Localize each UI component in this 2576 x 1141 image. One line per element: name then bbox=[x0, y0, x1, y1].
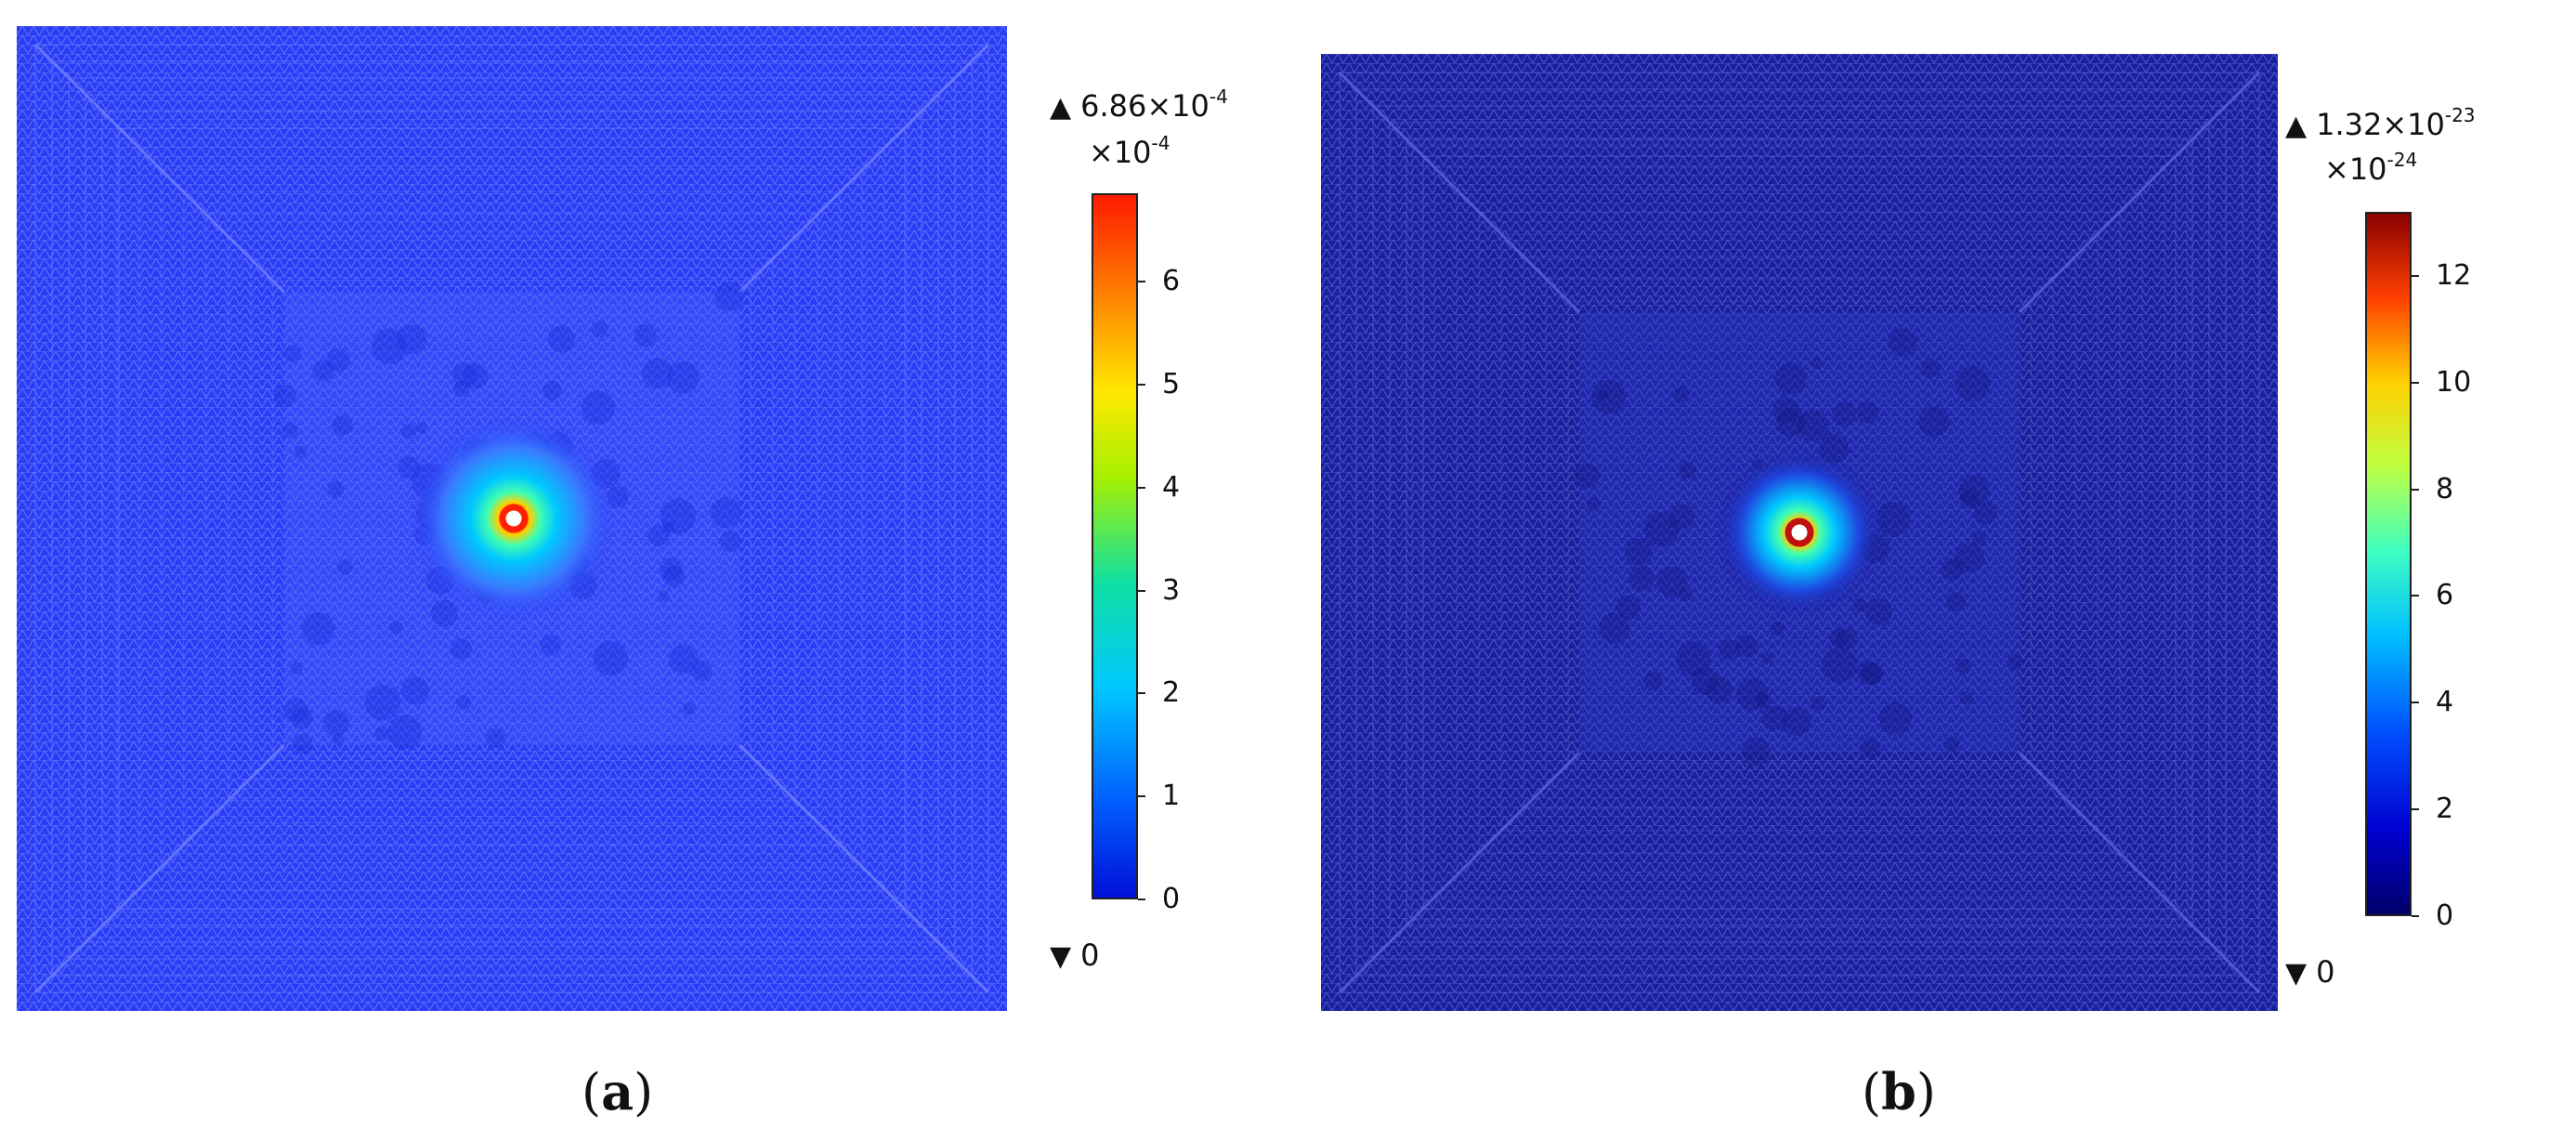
colorbar-a-multiplier: ×10-4 bbox=[1089, 132, 1170, 170]
colorbar-tick-mark bbox=[1138, 898, 1145, 900]
colorbar-tick-label: 8 bbox=[2436, 472, 2454, 505]
max-triangle-icon: ▲ bbox=[1050, 91, 1072, 124]
min-triangle-icon: ▼ bbox=[1050, 940, 1072, 973]
colorbar-tick-label: 6 bbox=[1162, 265, 1181, 298]
colorbar-tick-mark bbox=[1138, 281, 1145, 283]
colorbar-tick-label: 0 bbox=[1162, 883, 1181, 915]
colorbar-a-min-label: ▼ 0 bbox=[1050, 938, 1100, 973]
min-triangle-icon: ▼ bbox=[2285, 957, 2308, 990]
caption-b: (b) bbox=[1862, 1062, 1936, 1121]
colorbar-tick-mark bbox=[1138, 486, 1145, 489]
colorbar-tick-label: 0 bbox=[2436, 899, 2454, 932]
colorbar-b-min-label: ▼ 0 bbox=[2285, 954, 2335, 990]
mesh-frames bbox=[1339, 72, 2260, 993]
colorbar-tick-label: 3 bbox=[1162, 573, 1181, 607]
mesh-diagonals bbox=[1338, 71, 2261, 994]
colorbar-tick-label: 10 bbox=[2436, 365, 2472, 399]
colorbar-a bbox=[1092, 193, 1138, 899]
colorbar-tick-label: 2 bbox=[2436, 793, 2454, 826]
colorbar-tick-label: 5 bbox=[1162, 368, 1181, 401]
field-plot-a bbox=[17, 26, 1007, 1011]
colorbar-tick-label: 4 bbox=[2436, 686, 2454, 719]
colorbar-b bbox=[2365, 212, 2412, 916]
mesh-frames bbox=[34, 44, 989, 993]
colorbar-tick-mark bbox=[2412, 381, 2419, 384]
colorbar-tick-mark bbox=[2412, 915, 2419, 917]
colorbar-tick-label: 1 bbox=[1162, 780, 1181, 813]
field-plot-b bbox=[1321, 54, 2278, 1011]
source-point bbox=[1785, 518, 1814, 547]
refined-mesh-blobs bbox=[1574, 328, 2023, 767]
colorbar-tick-mark bbox=[2412, 595, 2419, 597]
colorbar-tick-mark bbox=[1138, 589, 1145, 592]
caption-a: (a) bbox=[582, 1062, 654, 1121]
colorbar-tick-mark bbox=[2412, 702, 2419, 704]
colorbar-tick-label: 2 bbox=[1162, 676, 1181, 710]
source-point bbox=[499, 504, 529, 533]
colorbar-tick-label: 4 bbox=[1162, 470, 1181, 504]
colorbar-tick-mark bbox=[1138, 692, 1145, 695]
colorbar-tick-mark bbox=[1138, 384, 1145, 387]
colorbar-tick-mark bbox=[2412, 274, 2419, 277]
colorbar-tick-mark bbox=[1138, 795, 1145, 798]
colorbar-b-multiplier: ×10-24 bbox=[2324, 149, 2418, 187]
colorbar-tick-mark bbox=[2412, 488, 2419, 491]
colorbar-a-max-label: ▲ 6.86×10-4 bbox=[1050, 85, 1228, 124]
mesh-diagonals bbox=[33, 43, 990, 994]
colorbar-tick-mark bbox=[2412, 808, 2419, 811]
colorbar-tick-label: 6 bbox=[2436, 579, 2454, 612]
max-triangle-icon: ▲ bbox=[2285, 110, 2308, 142]
colorbar-tick-label: 12 bbox=[2436, 258, 2472, 292]
colorbar-b-max-label: ▲ 1.32×10-23 bbox=[2285, 104, 2476, 142]
